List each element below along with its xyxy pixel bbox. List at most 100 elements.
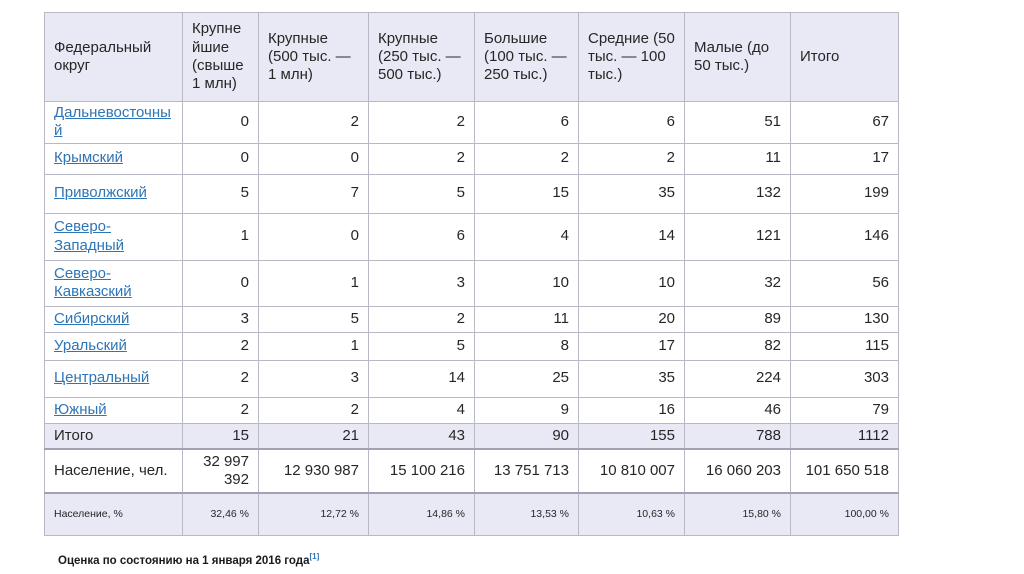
value-cell: 5	[368, 173, 475, 214]
value-cell: 8	[474, 331, 579, 361]
value-cell: 0	[258, 142, 369, 175]
footnote: Оценка по состоянию на 1 января 2016 год…	[58, 551, 319, 567]
value-cell: 100,00 %	[790, 492, 899, 536]
district-name-cell: Приволжский	[44, 173, 183, 214]
value-cell: 2	[368, 142, 475, 175]
value-cell: 17	[790, 142, 899, 175]
value-cell: 20	[578, 305, 685, 333]
value-cell: 3	[258, 359, 369, 398]
value-cell: 12,72 %	[258, 492, 369, 536]
cities-by-federal-district-table-container: Федеральный округ Крупнейшие (свыше 1 млн…	[44, 12, 899, 536]
value-cell: 11	[684, 142, 791, 175]
district-link[interactable]: Дальневосточный	[54, 104, 171, 140]
district-link[interactable]: Крымский	[54, 149, 123, 167]
table-row-district: Северо-Западный 1 0 6 4 14 121 146	[44, 212, 899, 261]
value-cell: 9	[474, 396, 579, 424]
value-cell: 6	[578, 101, 685, 144]
value-cell: 1112	[790, 422, 899, 450]
value-cell: 10,63 %	[578, 492, 685, 536]
value-cell: 17	[578, 331, 685, 361]
district-name-cell: Крымский	[44, 142, 183, 175]
value-cell: 115	[790, 331, 899, 361]
table-row-district: Крымский 0 0 2 2 2 11 17	[44, 142, 899, 175]
value-cell: 2	[258, 396, 369, 424]
value-cell: 43	[368, 422, 475, 450]
cities-by-federal-district-table: Федеральный округ Крупнейшие (свыше 1 млн…	[44, 12, 899, 536]
column-header: Малые (до 50 тыс.)	[684, 12, 791, 102]
table-row-population: Население, чел. 32 997 392 12 930 987 15 10…	[44, 448, 899, 494]
value-cell: 13 751 713	[474, 448, 579, 494]
value-cell: 14	[368, 359, 475, 398]
district-link[interactable]: Центральный	[54, 369, 150, 387]
district-link[interactable]: Северо-Кавказский	[54, 264, 132, 301]
value-cell: 7	[258, 173, 369, 214]
district-link[interactable]: Сибирский	[54, 309, 130, 327]
value-cell: 32 997 392	[182, 448, 259, 494]
district-name-cell: Сибирский	[44, 305, 183, 333]
value-cell: 79	[790, 396, 899, 424]
table-row-district: Центральный 2 3 14 25 35 224 303	[44, 359, 899, 398]
value-cell: 132	[684, 173, 791, 214]
value-cell: 101 650 518	[790, 448, 899, 494]
district-link[interactable]: Приволжский	[54, 184, 147, 202]
value-cell: 130	[790, 305, 899, 333]
value-cell: 11	[474, 305, 579, 333]
value-cell: 2	[258, 101, 369, 144]
column-header: Федеральный округ	[44, 12, 183, 102]
value-cell: 12 930 987	[258, 448, 369, 494]
table-row-district: Северо-Кавказский 0 1 3 10 10 32 56	[44, 259, 899, 307]
value-cell: 0	[182, 142, 259, 175]
value-cell: 2	[474, 142, 579, 175]
value-cell: 4	[474, 212, 579, 261]
column-header: Крупнейшие (свыше 1 млн)	[182, 12, 259, 102]
value-cell: 51	[684, 101, 791, 144]
value-cell: 155	[578, 422, 685, 450]
district-link[interactable]: Южный	[54, 400, 107, 418]
value-cell: 10 810 007	[578, 448, 685, 494]
value-cell: 121	[684, 212, 791, 261]
value-cell: 1	[258, 259, 369, 307]
value-cell: 0	[182, 101, 259, 144]
column-header: Большие (100 тыс. — 250 тыс.)	[474, 12, 579, 102]
value-cell: 788	[684, 422, 791, 450]
column-header: Крупные (250 тыс. — 500 тыс.)	[368, 12, 475, 102]
district-name-cell: Уральский	[44, 331, 183, 361]
table-row-district: Уральский 2 1 5 8 17 82 115	[44, 331, 899, 361]
table-row-district: Дальневосточный 0 2 2 6 6 51 67	[44, 101, 899, 144]
column-header: Средние (50 тыс. — 100 тыс.)	[578, 12, 685, 102]
value-cell: 2	[182, 331, 259, 361]
district-link[interactable]: Уральский	[54, 336, 127, 354]
district-name-cell: Дальневосточный	[44, 101, 183, 144]
value-cell: 82	[684, 331, 791, 361]
value-cell: 15	[474, 173, 579, 214]
footnote-reference-link[interactable]: [1]	[309, 552, 320, 561]
table-row-district: Приволжский 5 7 5 15 35 132 199	[44, 173, 899, 214]
table-row-district: Сибирский 3 5 2 11 20 89 130	[44, 305, 899, 333]
value-cell: 224	[684, 359, 791, 398]
value-cell: 56	[790, 259, 899, 307]
value-cell: 0	[182, 259, 259, 307]
footnote-text: Оценка по состоянию на 1 января 2016 год…	[58, 554, 310, 567]
value-cell: 6	[474, 101, 579, 144]
value-cell: 15 100 216	[368, 448, 475, 494]
district-link[interactable]: Северо-Западный	[54, 218, 125, 254]
value-cell: 3	[368, 259, 475, 307]
value-cell: 14	[578, 212, 685, 261]
table-row-population-label: Население, чел.	[44, 448, 183, 494]
value-cell: 146	[790, 212, 899, 261]
value-cell: 10	[578, 259, 685, 307]
value-cell: 90	[474, 422, 579, 450]
value-cell: 16 060 203	[684, 448, 791, 494]
value-cell: 25	[474, 359, 579, 398]
district-name-cell: Северо-Кавказский	[44, 259, 183, 307]
value-cell: 15,80 %	[684, 492, 791, 536]
value-cell: 21	[258, 422, 369, 450]
value-cell: 35	[578, 359, 685, 398]
column-header: Итого	[790, 12, 899, 102]
table-row-population-percent: Население, % 32,46 % 12,72 % 14,86 % 13,53 %…	[44, 492, 899, 536]
table-header-row: Федеральный округ Крупнейшие (свыше 1 млн…	[44, 12, 899, 102]
value-cell: 303	[790, 359, 899, 398]
table-row-district: Южный 2 2 4 9 16 46 79	[44, 396, 899, 424]
table-row-population-percent-label: Население, %	[44, 492, 183, 536]
value-cell: 46	[684, 396, 791, 424]
